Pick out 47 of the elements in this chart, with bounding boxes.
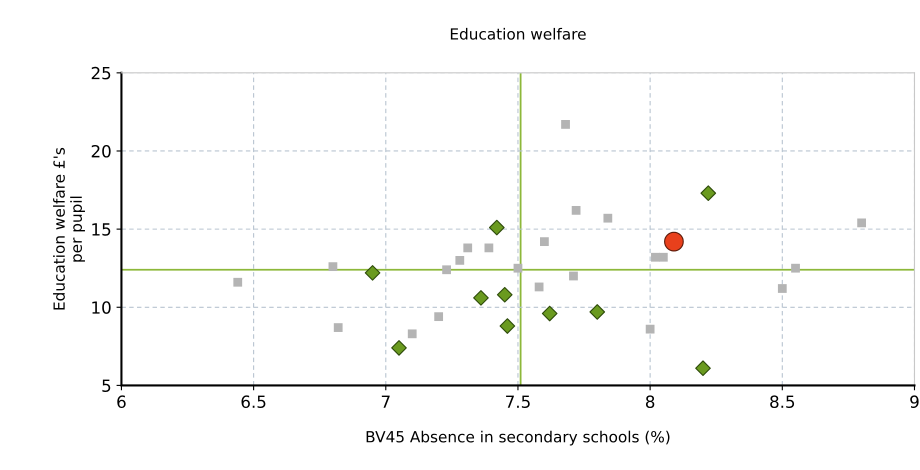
point (233, 278, 242, 287)
x-tick-label: 6.5 (242, 395, 266, 408)
x-tick-label: 7.5 (506, 396, 530, 408)
point (391, 340, 407, 356)
x-tick-label: 8 (646, 395, 654, 408)
x-axis-title: BV45 Absence in secondary schools (%) (366, 430, 670, 446)
point (791, 264, 800, 273)
point (646, 324, 655, 334)
point (334, 323, 343, 332)
point (534, 282, 544, 292)
point (463, 243, 472, 252)
point (514, 264, 522, 273)
point (857, 218, 866, 228)
point (658, 252, 668, 262)
point (589, 304, 606, 320)
point (542, 306, 558, 322)
point (484, 243, 494, 252)
x-tick-label: 8.5 (770, 395, 794, 408)
point (540, 237, 549, 246)
point (664, 232, 684, 252)
y-axis-title: Education welfare £'s per pupil (53, 148, 85, 310)
point (488, 220, 505, 236)
point (778, 284, 787, 293)
y-tick-label: 5 (102, 380, 110, 392)
point (442, 265, 451, 274)
point (569, 272, 578, 280)
x-tick-label: 9 (910, 395, 919, 408)
point (695, 360, 711, 376)
point (364, 265, 380, 281)
point (561, 120, 570, 129)
x-tick-label: 6 (117, 395, 126, 408)
point (328, 262, 338, 272)
point (603, 214, 612, 223)
point (700, 185, 716, 202)
point (572, 206, 581, 215)
y-tick-label: 20 (92, 144, 111, 158)
point (434, 312, 444, 322)
y-tick-label: 10 (92, 301, 111, 314)
y-tick-label: 15 (92, 223, 110, 236)
x-tick-label: 7 (382, 396, 390, 408)
y-tick-label: 25 (92, 66, 110, 80)
point (473, 290, 489, 306)
chart-title: Education welfare (450, 28, 586, 40)
point (500, 318, 516, 334)
point (455, 256, 464, 265)
point (496, 286, 513, 303)
point (408, 329, 417, 338)
